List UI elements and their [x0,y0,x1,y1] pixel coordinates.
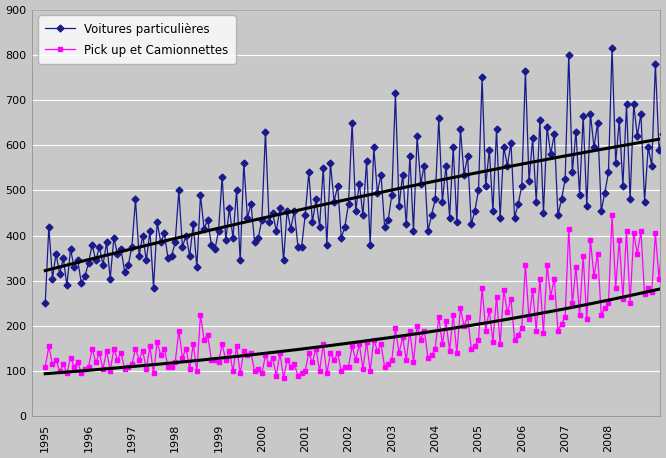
Voitures particulières [41,300,49,306]
Pick up et Camionnettes [374,348,382,354]
Voitures particulières [222,237,230,243]
Pick up et Camionnettes [41,364,49,370]
Pick up et Camionnettes [659,235,666,240]
Voitures particulières [370,145,378,150]
Voitures particulières [240,160,248,166]
Pick up et Camionnettes [608,213,616,218]
Pick up et Camionnettes [222,357,230,363]
Pick up et Camionnettes [88,346,96,351]
Voitures particulières [608,45,616,51]
Line: Voitures particulières: Voitures particulières [43,45,665,306]
Pick up et Camionnettes [280,375,288,381]
Line: Pick up et Camionnettes: Pick up et Camionnettes [43,213,665,381]
Voitures particulières [319,165,327,170]
Voitures particulières [88,242,96,247]
Pick up et Camionnettes [410,360,418,365]
Voitures particulières [406,154,414,159]
Pick up et Camionnettes [240,348,248,354]
Pick up et Camionnettes [323,371,331,376]
Voitures particulières [659,131,666,136]
Legend: Voitures particulières, Pick up et Camionnettes: Voitures particulières, Pick up et Camio… [38,16,236,64]
